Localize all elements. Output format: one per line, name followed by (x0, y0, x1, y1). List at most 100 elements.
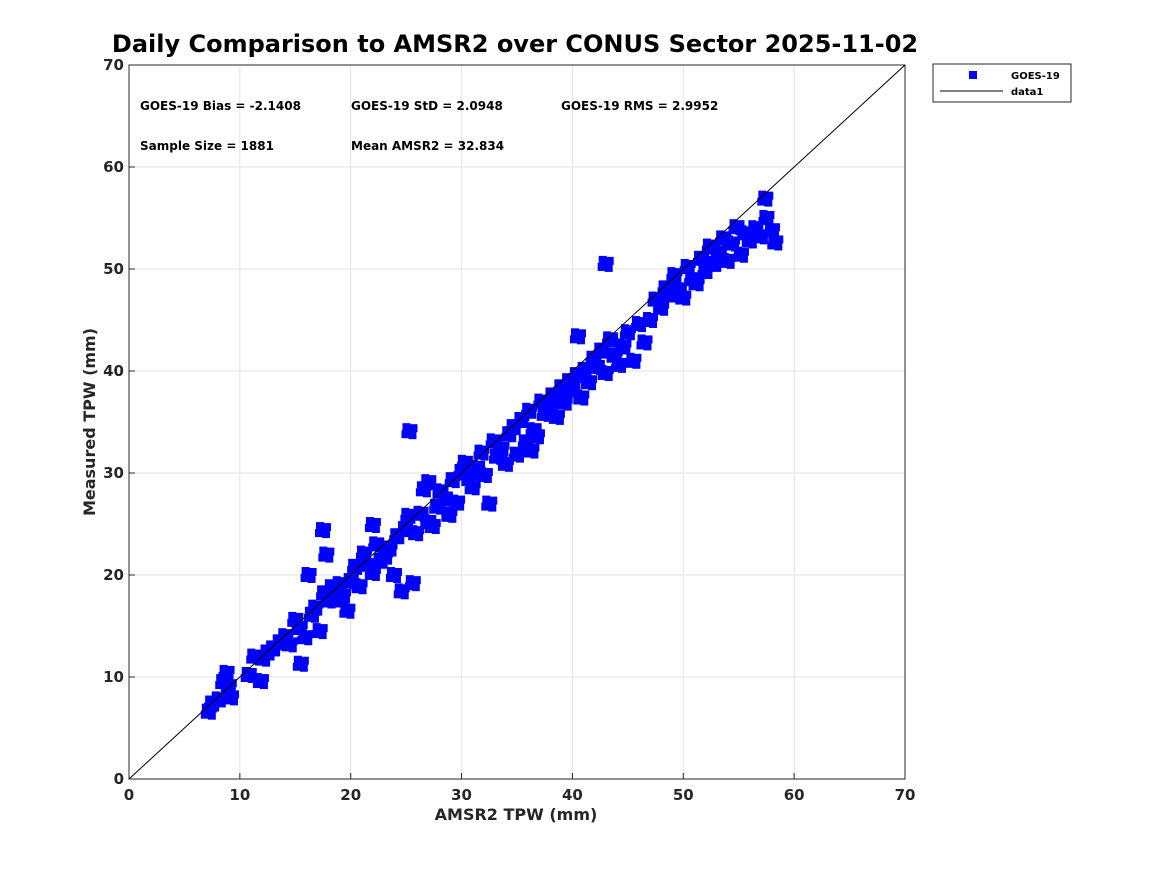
data-point-cluster (369, 536, 378, 545)
data-point-cluster (281, 643, 290, 652)
data-point-cluster (461, 478, 470, 487)
data-point-cluster (536, 429, 545, 438)
data-point-cluster (583, 369, 592, 378)
data-point-cluster (394, 583, 403, 592)
data-point-cluster (644, 335, 653, 344)
y-tick-label: 0 (114, 770, 124, 788)
data-point-cluster (555, 416, 564, 425)
data-point-cluster (433, 483, 442, 492)
data-point-cluster (626, 332, 635, 341)
data-point-cluster (724, 242, 733, 251)
data-point-cluster (697, 270, 706, 279)
data-point-cluster (696, 276, 705, 285)
x-tick-label: 70 (895, 786, 916, 804)
data-point-cluster (733, 246, 742, 255)
data-point-cluster (358, 586, 367, 595)
data-point-cluster (327, 598, 336, 607)
data-point-cluster (397, 528, 406, 537)
data-point-cluster (661, 293, 670, 302)
data-point-cluster (688, 282, 697, 291)
data-point-cluster (218, 692, 227, 701)
data-point-cluster (650, 313, 659, 321)
data-point-cluster (300, 574, 309, 582)
data-point-cluster (588, 382, 597, 391)
legend-square-marker-icon (969, 71, 977, 79)
data-point-cluster (376, 537, 385, 546)
data-point-cluster (323, 523, 331, 532)
data-point-cluster (600, 350, 609, 359)
data-point-cluster (667, 267, 676, 276)
x-tick-label: 20 (340, 786, 361, 804)
data-point-cluster (707, 255, 716, 264)
data-point-cluster (421, 513, 430, 522)
data-point-cluster (307, 575, 316, 583)
data-point-cluster (262, 658, 271, 667)
data-point-cluster (693, 257, 702, 266)
data-point-cluster (671, 281, 680, 290)
data-point-cluster (449, 507, 458, 516)
data-point-cluster (752, 235, 761, 244)
data-point-cluster (377, 555, 386, 564)
data-point-cluster (617, 364, 626, 373)
data-point-cluster (770, 230, 779, 239)
x-tick-label: 50 (673, 786, 694, 804)
data-point-cluster (436, 506, 445, 515)
data-point-cluster (253, 673, 262, 682)
data-point-cluster (295, 612, 304, 621)
data-point-cluster (450, 494, 459, 503)
data-point-cluster (557, 394, 566, 403)
data-point-cluster (486, 433, 495, 442)
data-point-cluster (436, 497, 445, 506)
data-point-cluster (323, 586, 332, 595)
data-point-cluster (596, 359, 605, 368)
x-axis: 0 10 20 30 40 50 60 70 (124, 773, 916, 804)
data-point-cluster (482, 495, 491, 504)
data-point-cluster (630, 323, 639, 332)
data-point-cluster (443, 498, 452, 507)
x-tick-label: 30 (451, 786, 472, 804)
data-point-cluster (319, 546, 328, 555)
data-point-cluster (321, 592, 330, 601)
data-point-cluster (402, 423, 411, 432)
data-point-cluster (223, 689, 232, 698)
data-point-cluster (535, 436, 544, 445)
data-point-cluster (311, 630, 320, 639)
data-point-cluster (544, 394, 553, 403)
data-point-cluster (334, 599, 343, 608)
data-point-cluster (405, 575, 414, 584)
data-point-cluster (593, 349, 602, 358)
data-point-cluster (405, 522, 414, 531)
data-point-cluster (310, 614, 319, 623)
data-point-cluster (516, 454, 524, 463)
data-point-cluster (429, 505, 438, 514)
legend-box (932, 63, 1072, 103)
data-point-cluster (759, 210, 768, 218)
stat-mean-amsr2: Mean AMSR2 = 32.834 (351, 139, 504, 153)
data-point-cluster (473, 451, 482, 460)
data-point-cluster (604, 263, 613, 272)
data-point-cluster (432, 519, 441, 528)
data-point-cluster (607, 347, 616, 356)
data-point-cluster (666, 274, 675, 283)
data-point-cluster (736, 220, 745, 229)
data-point-cluster (631, 316, 640, 325)
data-point-cluster (408, 532, 417, 541)
data-point-cluster (711, 244, 720, 253)
data-point-cluster (767, 241, 776, 250)
data-point-cluster (570, 328, 579, 337)
data-point-cluster (497, 462, 506, 471)
data-point-cluster (682, 297, 691, 306)
data-point-cluster (255, 657, 264, 666)
data-point-cluster (606, 354, 615, 363)
data-point-cluster (494, 440, 503, 449)
data-point-cluster (472, 480, 481, 489)
data-point-cluster (747, 227, 756, 236)
data-point-cluster (325, 554, 334, 563)
data-point-cluster (326, 547, 335, 556)
data-point-cluster (774, 242, 783, 251)
data-point-cluster (687, 259, 696, 268)
y-tick-label: 30 (103, 464, 124, 482)
data-point-cluster (442, 506, 451, 515)
data-point-cluster (528, 435, 537, 444)
